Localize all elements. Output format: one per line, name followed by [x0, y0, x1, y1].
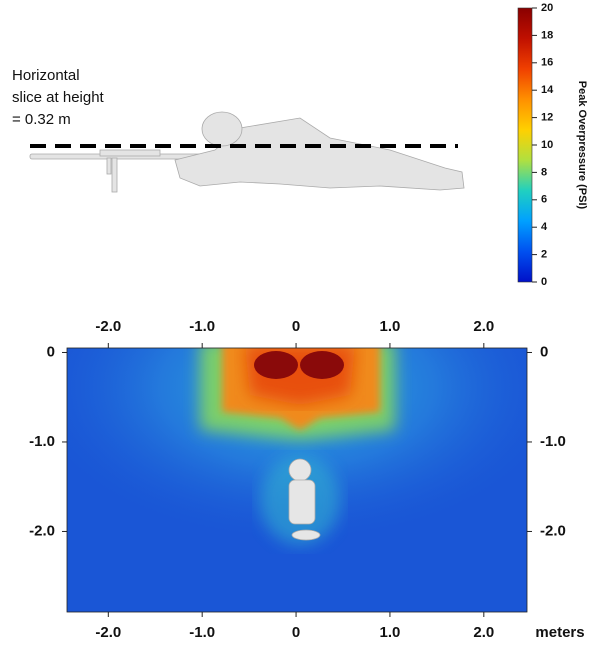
y-tick-label: -1.0 [540, 433, 566, 450]
colorbar-label: Peak Overpressure (PSI) [576, 81, 588, 210]
colorbar-tick-label: 16 [541, 57, 553, 69]
colorbar-tick-label: 12 [541, 112, 553, 124]
colorbar-tick-label: 8 [541, 166, 547, 178]
colorbar-tick-label: 2 [541, 249, 547, 261]
x-tick-label: 0 [292, 624, 300, 641]
y-tick-label: 0 [47, 343, 55, 360]
x-axis-label: meters [535, 624, 584, 641]
colorbar-tick-label: 6 [541, 194, 547, 206]
annotation: Horizontal [12, 67, 80, 84]
y-tick-label: -2.0 [540, 522, 566, 539]
x-tick-label: 1.0 [380, 624, 401, 641]
colorbar-tick-label: 0 [541, 276, 547, 288]
x-tick-label: -2.0 [95, 624, 121, 641]
x-tick-label: -1.0 [189, 318, 215, 335]
colorbar [517, 7, 533, 283]
colorbar-tick-label: 20 [541, 2, 553, 14]
y-tick-label: -1.0 [29, 433, 55, 450]
colorbar-tick-label: 10 [541, 139, 553, 151]
annotation: = 0.32 m [12, 111, 71, 128]
colorbar-tick-label: 4 [541, 221, 548, 233]
plot-frame [66, 347, 528, 613]
colorbar-tick-label: 18 [541, 29, 553, 41]
x-tick-label: 2.0 [473, 318, 494, 335]
x-tick-label: 1.0 [380, 318, 401, 335]
x-tick-label: 2.0 [473, 624, 494, 641]
colorbar-tick-label: 14 [541, 84, 554, 96]
x-tick-label: -2.0 [95, 318, 121, 335]
x-tick-label: -1.0 [189, 624, 215, 641]
y-tick-label: -2.0 [29, 522, 55, 539]
side-view-soldier [29, 111, 465, 193]
x-tick-label: 0 [292, 318, 300, 335]
y-tick-label: 0 [540, 343, 548, 360]
annotation: slice at height [12, 89, 105, 106]
heatmap [67, 348, 527, 612]
